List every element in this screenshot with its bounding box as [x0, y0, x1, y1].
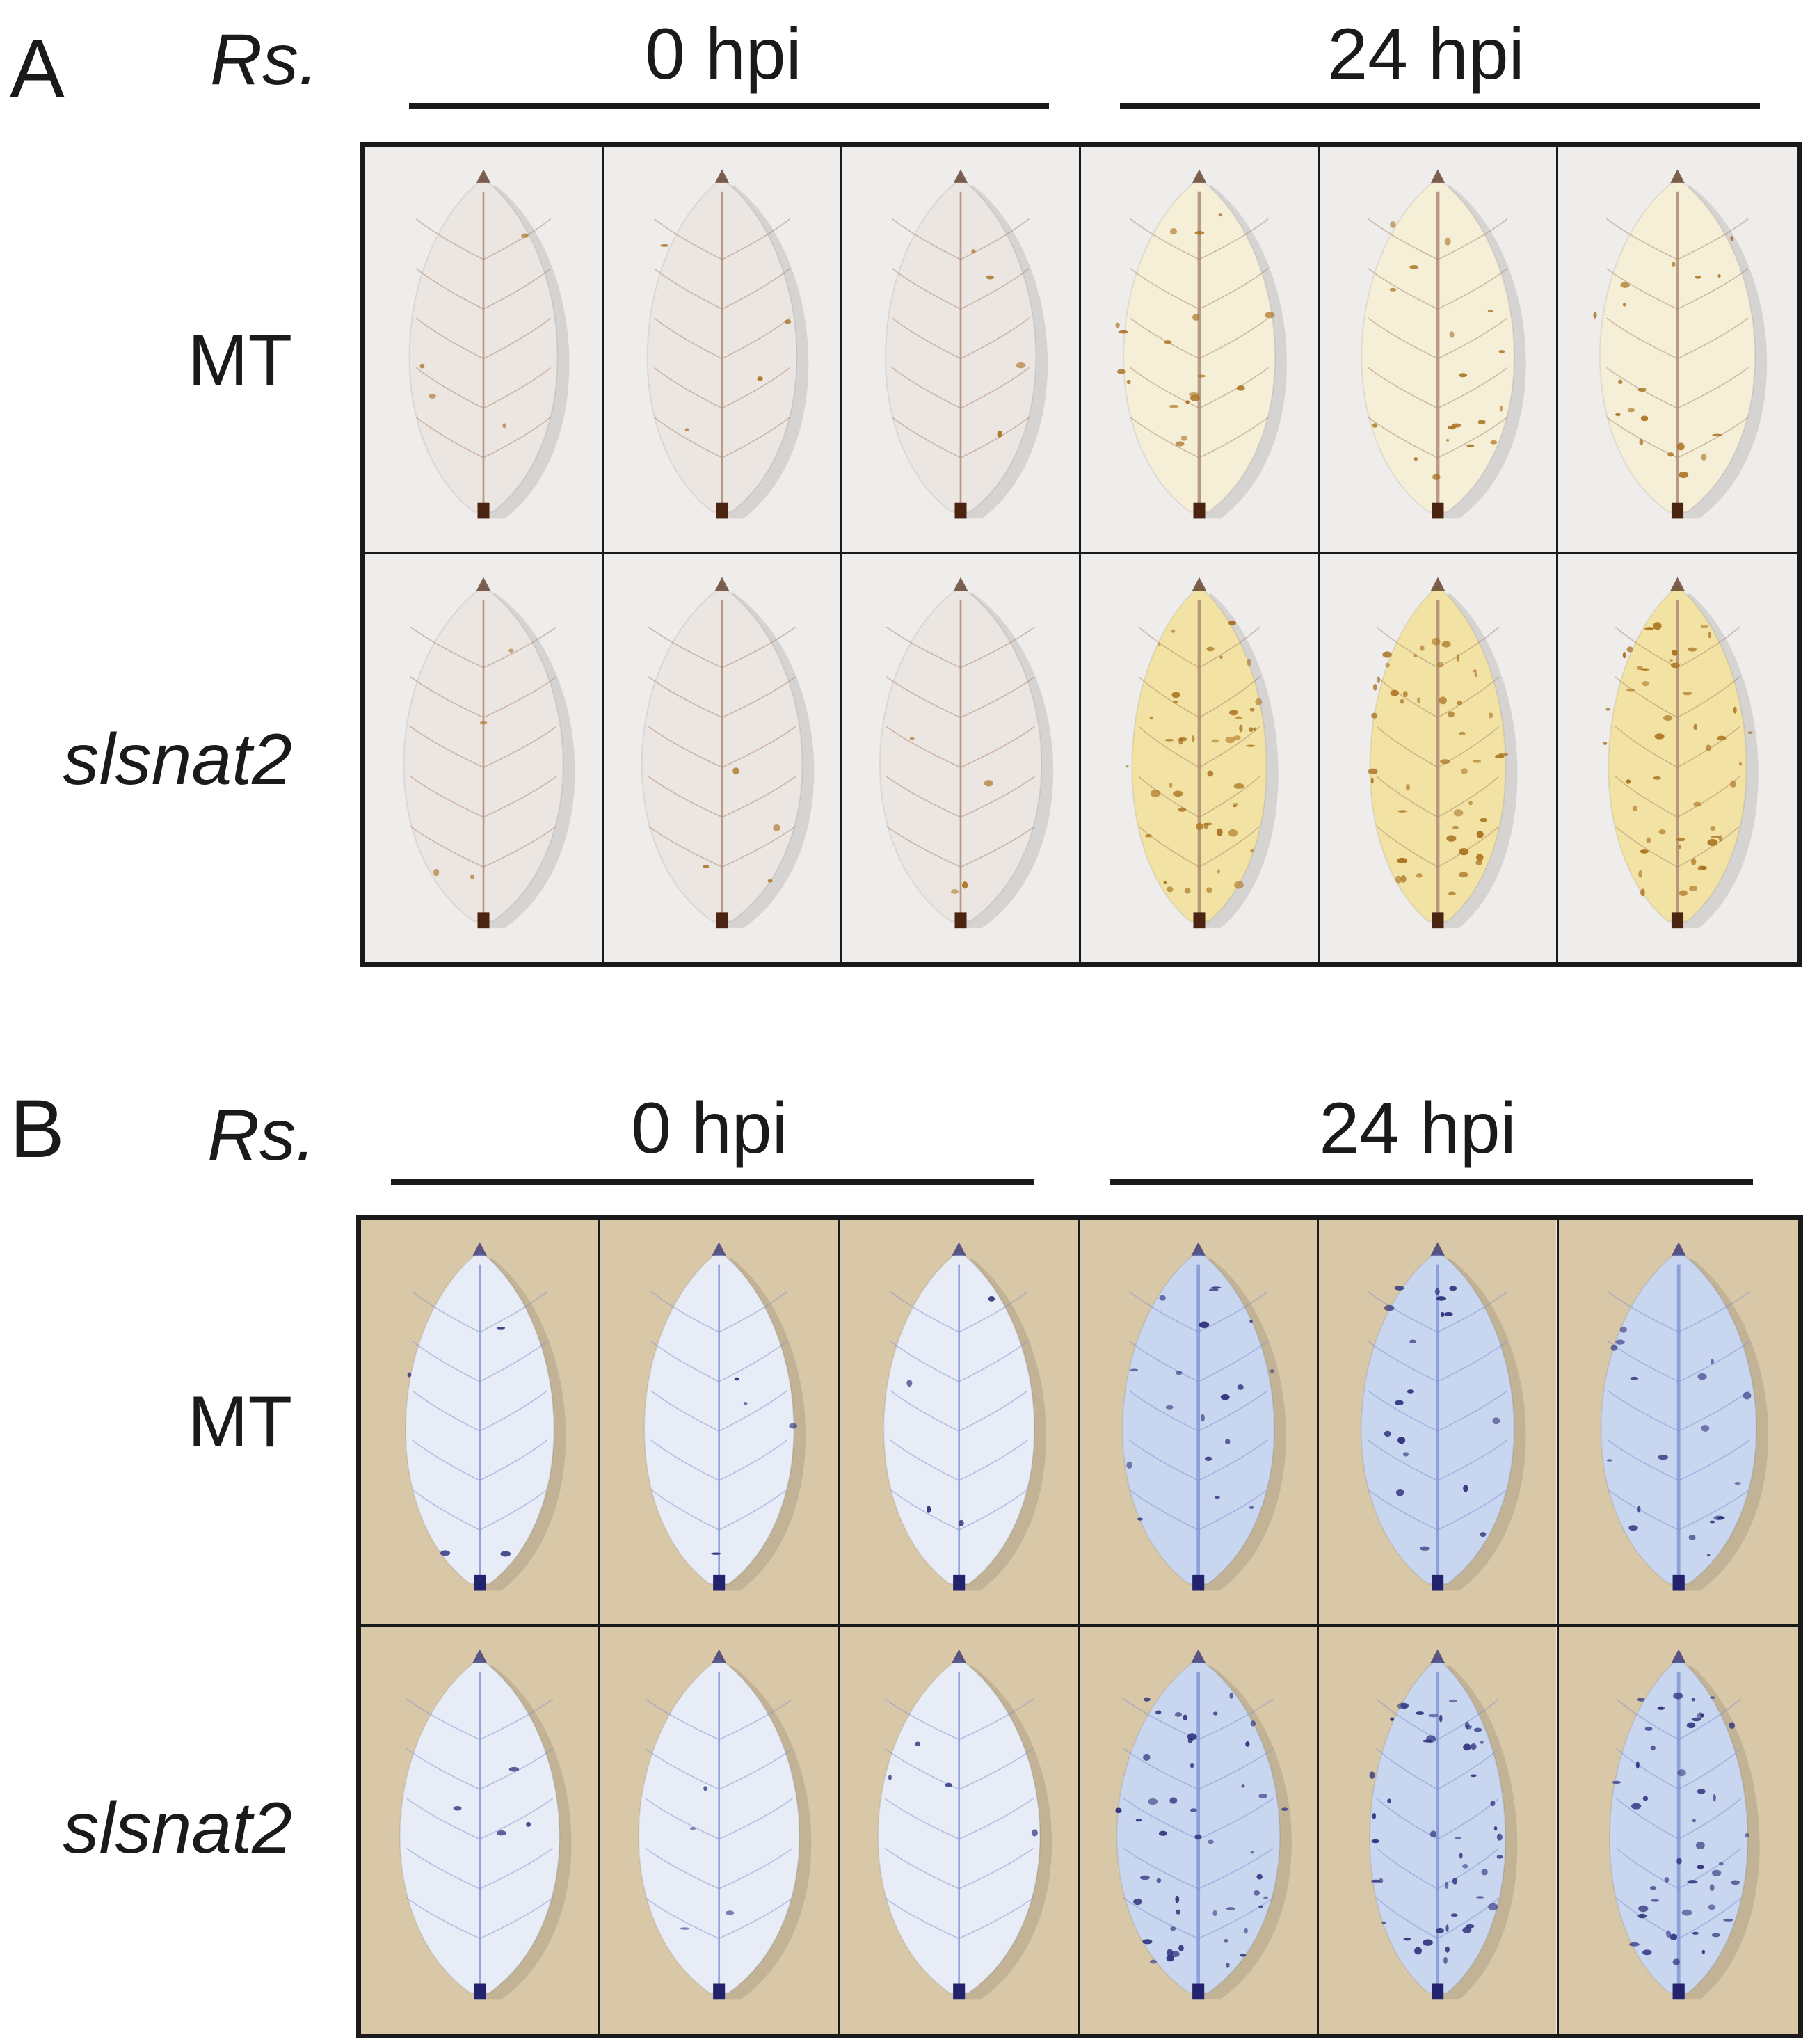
leaf-photo-cell	[1558, 1627, 1798, 2034]
leaf-photo-cell	[361, 1220, 601, 1627]
row-label-slsnat2: slsnat2	[63, 1788, 292, 1869]
leaf-photo-cell	[1081, 147, 1320, 554]
leaf-photo-cell	[1320, 554, 1558, 962]
leaf-photo-cell	[1080, 1627, 1320, 2034]
time-label-0hpi: 0 hpi	[645, 14, 802, 95]
panel-b: B Rs. 0 hpi 24 hpi MT slsnat2	[0, 1071, 1810, 2044]
leaf-photo	[1558, 1627, 1798, 2034]
treatment-label: Rs.	[207, 1099, 316, 1172]
leaf-photo	[842, 554, 1079, 962]
leaf-photo-cell	[1558, 554, 1797, 962]
leaf-photo-cell	[1319, 1220, 1559, 1627]
leaf-photo-cell	[840, 1220, 1080, 1627]
leaf-photo	[361, 1627, 599, 2034]
leaf-photo-cell	[600, 1627, 840, 2034]
leaf-photo	[840, 1627, 1078, 2034]
panel-letter: B	[10, 1083, 65, 1175]
leaf-photo-cell	[842, 554, 1081, 962]
time-rule-24hpi	[1120, 103, 1760, 109]
leaf-photo	[1319, 1220, 1557, 1624]
leaf-photo	[1319, 1627, 1557, 2034]
leaf-photo	[1558, 1220, 1798, 1624]
leaf-photo-cell	[604, 554, 842, 962]
leaf-photo-cell	[600, 1220, 840, 1627]
leaf-photo	[365, 147, 602, 552]
leaf-image-grid	[360, 142, 1802, 967]
leaf-photo-cell	[842, 147, 1081, 554]
row-label-mt: MT	[187, 1382, 292, 1462]
leaf-photo	[1558, 554, 1797, 962]
treatment-label-text: Rs.	[210, 19, 319, 100]
leaf-photo-cell	[365, 147, 604, 554]
treatment-label: Rs.	[210, 24, 319, 96]
leaf-photo-cell	[365, 554, 604, 962]
leaf-photo-cell	[1320, 147, 1558, 554]
leaf-photo	[1080, 1220, 1318, 1624]
leaf-photo	[604, 554, 840, 962]
leaf-photo-cell	[1080, 1220, 1320, 1627]
leaf-photo	[1080, 1627, 1318, 2034]
leaf-photo	[365, 554, 602, 962]
leaf-photo-cell	[1558, 147, 1797, 554]
leaf-photo	[600, 1627, 838, 2034]
leaf-photo	[604, 147, 840, 552]
leaf-photo	[1558, 147, 1797, 552]
leaf-photo-cell	[604, 147, 842, 554]
leaf-photo	[1320, 147, 1556, 552]
panel-a: A Rs. 0 hpi 24 hpi MT slsnat2	[0, 0, 1810, 988]
leaf-photo	[1320, 554, 1556, 962]
panel-letter: A	[10, 23, 65, 115]
leaf-photo-cell	[1558, 1220, 1798, 1627]
leaf-photo	[1081, 147, 1318, 552]
leaf-photo	[600, 1220, 838, 1624]
leaf-photo	[1081, 554, 1318, 962]
leaf-photo	[840, 1220, 1078, 1624]
row-label-slsnat2: slsnat2	[63, 719, 292, 800]
time-rule-24hpi	[1110, 1179, 1753, 1185]
leaf-photo-cell	[840, 1627, 1080, 2034]
time-rule-0hpi	[409, 103, 1049, 109]
treatment-label-text: Rs.	[207, 1095, 316, 1176]
leaf-photo-cell	[1319, 1627, 1559, 2034]
time-rule-0hpi	[391, 1179, 1034, 1185]
leaf-photo-cell	[1081, 554, 1320, 962]
leaf-photo-cell	[361, 1627, 601, 2034]
leaf-image-grid	[356, 1215, 1803, 2038]
leaf-photo	[361, 1220, 599, 1624]
leaf-photo	[842, 147, 1079, 552]
row-label-mt: MT	[187, 320, 292, 401]
time-label-0hpi: 0 hpi	[631, 1088, 788, 1169]
time-label-24hpi: 24 hpi	[1319, 1088, 1516, 1169]
time-label-24hpi: 24 hpi	[1327, 14, 1525, 95]
